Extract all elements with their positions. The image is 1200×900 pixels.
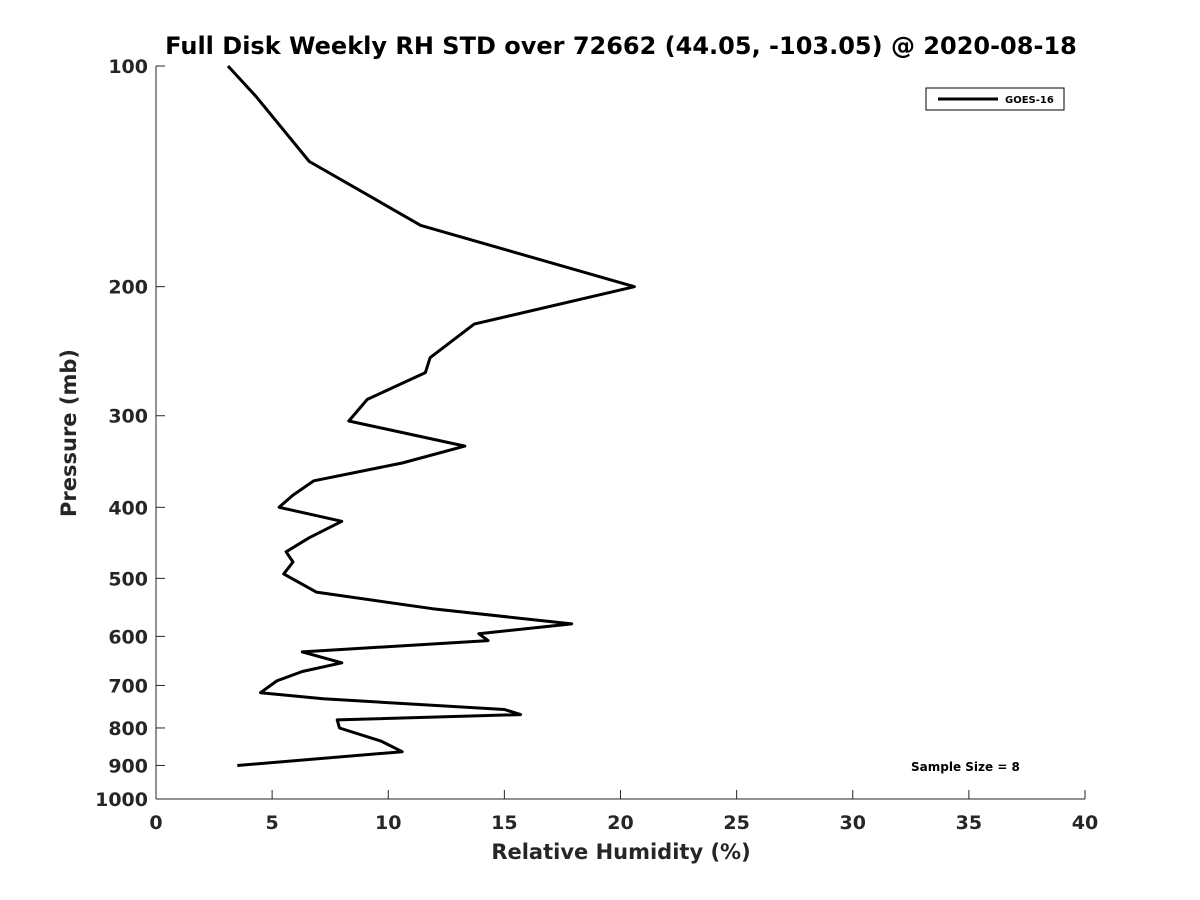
y-tick-label: 200 <box>108 277 148 299</box>
legend-label: GOES-16 <box>1005 95 1054 106</box>
x-tick-label: 20 <box>607 812 633 834</box>
legend: GOES-16 <box>925 87 1065 111</box>
y-tick-label: 500 <box>108 568 148 590</box>
y-tick-label: 700 <box>108 675 148 697</box>
x-axis-label: Relative Humidity (%) <box>491 840 750 864</box>
sample-size-annotation: Sample Size = 8 <box>911 760 1020 774</box>
x-tick-label: 25 <box>723 812 749 834</box>
x-tick-label: 5 <box>266 812 279 834</box>
series-line <box>226 64 636 767</box>
y-tick-label: 600 <box>108 626 148 648</box>
y-tick-label: 100 <box>108 56 148 78</box>
x-tick-label: 15 <box>491 812 517 834</box>
y-tick-label: 400 <box>108 497 148 519</box>
y-tick-label: 1000 <box>95 789 148 811</box>
x-tick-label: 10 <box>375 812 401 834</box>
plot-area: 0 5 10 15 20 25 30 35 40 100 200 300 400 500 600 700 800… <box>95 56 1098 834</box>
y-axis-label: Pressure (mb) <box>57 349 81 517</box>
y-tick-label: 800 <box>108 718 148 740</box>
x-tick-label: 40 <box>1072 812 1098 834</box>
chart-title: Full Disk Weekly RH STD over 72662 (44.0… <box>165 32 1077 60</box>
x-tick-label: 0 <box>149 812 162 834</box>
y-tick-label: 900 <box>108 755 148 777</box>
y-tick-label: 300 <box>108 406 148 428</box>
x-tick-label: 35 <box>956 812 982 834</box>
x-tick-label: 30 <box>840 812 866 834</box>
